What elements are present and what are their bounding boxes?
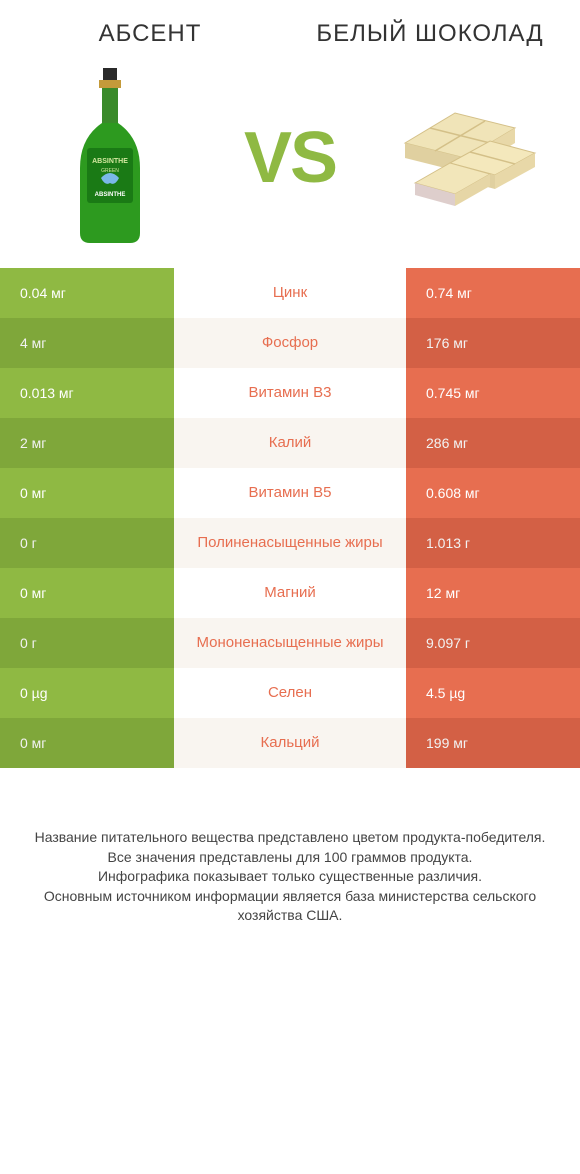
comparison-table: 0.04 мгЦинк0.74 мг4 мгФосфор176 мг0.013 … (0, 268, 580, 768)
right-value: 9.097 г (406, 618, 580, 668)
right-value: 0.745 мг (406, 368, 580, 418)
table-row: 2 мгКалий286 мг (0, 418, 580, 468)
table-row: 0.013 мгВитамин B30.745 мг (0, 368, 580, 418)
right-value: 4.5 µg (406, 668, 580, 718)
nutrient-label: Селен (174, 668, 406, 718)
left-value: 0 µg (0, 668, 174, 718)
right-value: 1.013 г (406, 518, 580, 568)
nutrient-label: Цинк (174, 268, 406, 318)
right-value: 0.608 мг (406, 468, 580, 518)
nutrient-label: Калий (174, 418, 406, 468)
svg-text:ABSINTHE: ABSINTHE (95, 192, 126, 198)
table-row: 0 гПолиненасыщенные жиры1.013 г (0, 518, 580, 568)
left-product-title: АБСЕНТ (10, 20, 290, 48)
left-value: 0 мг (0, 468, 174, 518)
footer-line: Основным источником информации является … (20, 887, 560, 926)
right-value: 176 мг (406, 318, 580, 368)
footer-notes: Название питательного вещества представл… (0, 768, 580, 946)
white-chocolate-icon (395, 88, 545, 228)
right-product-image (390, 63, 550, 253)
header: АБСЕНТ БЕЛЫЙ ШОКОЛАД (0, 0, 580, 58)
table-row: 4 мгФосфор176 мг (0, 318, 580, 368)
nutrient-label: Витамин B3 (174, 368, 406, 418)
vs-label: VS (244, 117, 336, 199)
left-value: 0 мг (0, 718, 174, 768)
images-row: ABSINTHE GREEN ABSINTHE VS (0, 58, 580, 268)
footer-line: Инфографика показывает только существенн… (20, 867, 560, 887)
table-row: 0 мгКальций199 мг (0, 718, 580, 768)
right-product-title: БЕЛЫЙ ШОКОЛАД (290, 20, 570, 48)
left-value: 2 мг (0, 418, 174, 468)
absinthe-bottle-icon: ABSINTHE GREEN ABSINTHE (65, 68, 155, 248)
footer-line: Все значения представлены для 100 граммо… (20, 848, 560, 868)
table-row: 0 гМононенасыщенные жиры9.097 г (0, 618, 580, 668)
table-row: 0.04 мгЦинк0.74 мг (0, 268, 580, 318)
left-value: 0.013 мг (0, 368, 174, 418)
nutrient-label: Полиненасыщенные жиры (174, 518, 406, 568)
left-value: 0.04 мг (0, 268, 174, 318)
nutrient-label: Витамин B5 (174, 468, 406, 518)
left-product-image: ABSINTHE GREEN ABSINTHE (30, 63, 190, 253)
nutrient-label: Фосфор (174, 318, 406, 368)
left-value: 0 г (0, 518, 174, 568)
right-value: 0.74 мг (406, 268, 580, 318)
footer-line: Название питательного вещества представл… (20, 828, 560, 848)
table-row: 0 мгМагний12 мг (0, 568, 580, 618)
nutrient-label: Кальций (174, 718, 406, 768)
table-row: 0 µgСелен4.5 µg (0, 668, 580, 718)
right-value: 286 мг (406, 418, 580, 468)
table-row: 0 мгВитамин B50.608 мг (0, 468, 580, 518)
right-value: 199 мг (406, 718, 580, 768)
nutrient-label: Мононенасыщенные жиры (174, 618, 406, 668)
left-value: 0 г (0, 618, 174, 668)
svg-text:ABSINTHE: ABSINTHE (92, 158, 128, 165)
nutrient-label: Магний (174, 568, 406, 618)
right-value: 12 мг (406, 568, 580, 618)
left-value: 0 мг (0, 568, 174, 618)
left-value: 4 мг (0, 318, 174, 368)
